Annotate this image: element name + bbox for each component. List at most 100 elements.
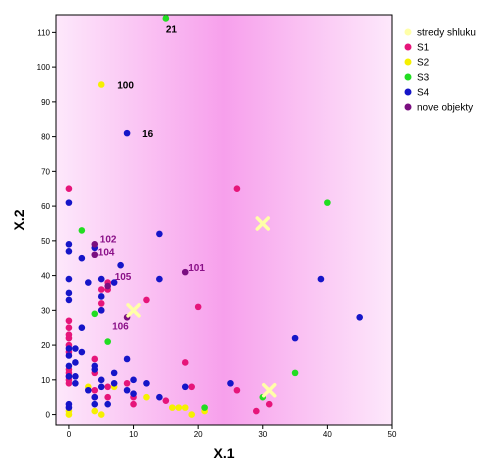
point-s2	[181, 404, 189, 411]
point-s4	[78, 324, 86, 332]
point-s4	[72, 345, 79, 352]
point-s4	[143, 380, 150, 387]
x-tick-label: 30	[258, 430, 267, 439]
centroid-marker	[255, 216, 271, 231]
legend-label: S2	[417, 58, 430, 69]
point-s4	[65, 404, 73, 411]
point-s4	[65, 247, 73, 255]
legend-label: S3	[417, 73, 430, 84]
point-s4	[85, 279, 92, 286]
legend-label: nove objekty	[417, 103, 473, 114]
point-s1	[104, 393, 111, 401]
point-s4	[156, 393, 163, 401]
y-tick-label: 0	[46, 411, 51, 420]
point-nove-objekty	[91, 251, 99, 259]
point-s1	[97, 300, 105, 307]
point-s4	[97, 275, 105, 283]
point-annotations: 21 100 16 102 104 105 106 101	[98, 24, 206, 332]
point-s1	[65, 185, 73, 193]
point-s4	[97, 293, 105, 300]
point-s1	[233, 386, 241, 394]
x-axis-title: X.1	[213, 445, 234, 461]
point-s2	[97, 81, 105, 88]
point-s1	[91, 355, 99, 363]
point-s4	[72, 359, 79, 366]
legend-marker	[404, 43, 412, 51]
legend-label: stredy shluku	[417, 28, 476, 39]
x-tick-label: 20	[194, 430, 203, 439]
point-s4	[72, 380, 79, 387]
point-s4	[104, 400, 111, 408]
point-nove-objekty	[91, 241, 99, 248]
point-s4	[97, 383, 105, 391]
x-tick-label: 0	[67, 430, 72, 439]
point-s1	[233, 185, 241, 193]
point-s4	[130, 390, 137, 398]
point-s2	[143, 393, 150, 401]
point-s4	[65, 345, 73, 352]
point-annotation: 106	[112, 321, 129, 332]
point-annotation: 105	[115, 272, 132, 283]
point-s4	[117, 261, 124, 269]
point-s1	[181, 359, 189, 366]
point-s1	[265, 400, 273, 408]
point-s2	[91, 407, 99, 415]
legend: stredy shluku S1 S2 S3 S4 nove objekty	[404, 28, 476, 114]
point-annotation: 104	[98, 248, 115, 259]
point-s4	[123, 355, 131, 363]
point-s4	[78, 254, 86, 262]
legend-marker	[404, 103, 412, 111]
point-s4	[91, 393, 99, 401]
point-s3	[324, 199, 331, 206]
point-s4	[356, 313, 363, 321]
point-s1	[91, 386, 99, 394]
y-tick-label: 20	[41, 341, 50, 350]
y-tick-label: 110	[37, 28, 50, 37]
point-s1	[194, 303, 202, 311]
y-tick-label: 40	[41, 272, 50, 281]
point-annotation: 16	[142, 129, 154, 140]
point-s4	[85, 386, 92, 394]
point-s2	[65, 411, 73, 418]
point-s4	[227, 380, 234, 387]
point-s1	[65, 334, 73, 342]
y-tick-label: 70	[41, 167, 50, 176]
point-s3	[78, 227, 86, 234]
y-tick-label: 30	[41, 306, 50, 315]
point-s4	[65, 241, 73, 248]
point-s4	[65, 296, 73, 304]
point-s4	[110, 380, 118, 387]
point-s4	[181, 383, 189, 391]
point-s4	[78, 348, 86, 356]
point-s4	[97, 307, 105, 314]
legend-label: S1	[417, 43, 430, 54]
legend-marker	[404, 88, 412, 96]
point-s3	[104, 338, 111, 345]
point-s1	[104, 383, 111, 391]
point-s2	[97, 411, 105, 418]
point-s4	[156, 275, 163, 283]
point-annotation: 102	[100, 234, 117, 245]
point-nove-objekty	[104, 282, 111, 290]
point-s4	[123, 129, 131, 137]
point-s3	[201, 404, 208, 411]
legend-marker	[404, 73, 412, 81]
y-tick-label: 50	[41, 237, 50, 246]
point-s1	[188, 383, 195, 391]
legend-marker	[404, 28, 412, 36]
point-s1	[253, 407, 260, 415]
y-axis: 0 10 20 30 40 50 60 70 80 90 100 110	[37, 28, 56, 420]
legend-label: S4	[417, 88, 430, 99]
cluster-centroids	[126, 216, 277, 398]
point-s1	[162, 397, 170, 404]
y-tick-label: 90	[41, 98, 50, 107]
point-s4	[65, 289, 73, 297]
point-s4	[72, 373, 79, 380]
point-s4	[110, 279, 118, 286]
point-s4	[65, 352, 73, 359]
point-s4	[110, 369, 118, 377]
point-s3	[162, 15, 170, 22]
point-s4	[65, 373, 73, 380]
point-s4	[65, 362, 73, 370]
